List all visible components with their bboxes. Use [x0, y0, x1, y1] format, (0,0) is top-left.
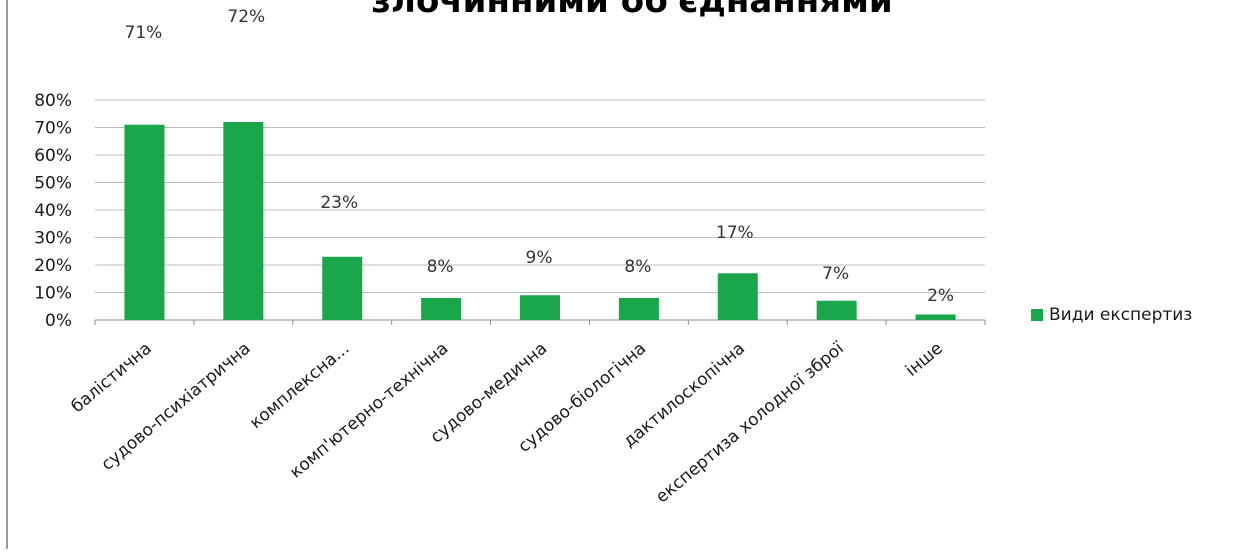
- bar-9: [915, 314, 956, 320]
- chart-title: злочинними об'єднаннями: [371, 0, 892, 21]
- y-tick-label: 40%: [34, 201, 72, 221]
- bar-7: [717, 273, 758, 320]
- data-label: 71%: [125, 23, 163, 43]
- bar-2: [223, 122, 264, 320]
- y-tick-label: 30%: [34, 229, 72, 249]
- data-label: 72%: [227, 7, 265, 27]
- y-tick-label: 80%: [34, 91, 72, 111]
- x-category-label: експертиза холодної зброї: [652, 338, 848, 507]
- data-label: 2%: [927, 286, 954, 306]
- y-tick-label: 50%: [34, 174, 72, 194]
- y-tick-label: 20%: [34, 256, 72, 276]
- bar-5: [520, 295, 560, 320]
- bar-1: [124, 124, 165, 320]
- data-label: 8%: [427, 257, 454, 277]
- bar-4: [421, 298, 462, 320]
- legend-label: Види експертиз: [1049, 305, 1192, 325]
- x-category-label: інше: [902, 339, 947, 381]
- x-category-label: балістична: [67, 339, 155, 418]
- data-label: 17%: [716, 223, 754, 243]
- y-tick-label: 60%: [34, 146, 72, 166]
- bar-6: [618, 298, 659, 320]
- y-tick-label: 70%: [34, 119, 72, 139]
- data-label: 7%: [822, 264, 849, 284]
- bar-8: [816, 300, 857, 320]
- x-category-label: комп'ютерно-технічна: [286, 339, 452, 483]
- y-tick-label: 0%: [45, 311, 72, 331]
- data-label: 8%: [624, 257, 651, 277]
- chart-frame-edge: [6, 0, 8, 549]
- y-tick-label: 10%: [34, 284, 72, 304]
- bar-3: [322, 256, 363, 320]
- data-label: 23%: [320, 193, 358, 213]
- x-category-label: комплексна...: [246, 339, 353, 434]
- legend-swatch: [1031, 309, 1043, 321]
- data-label: 9%: [526, 248, 553, 268]
